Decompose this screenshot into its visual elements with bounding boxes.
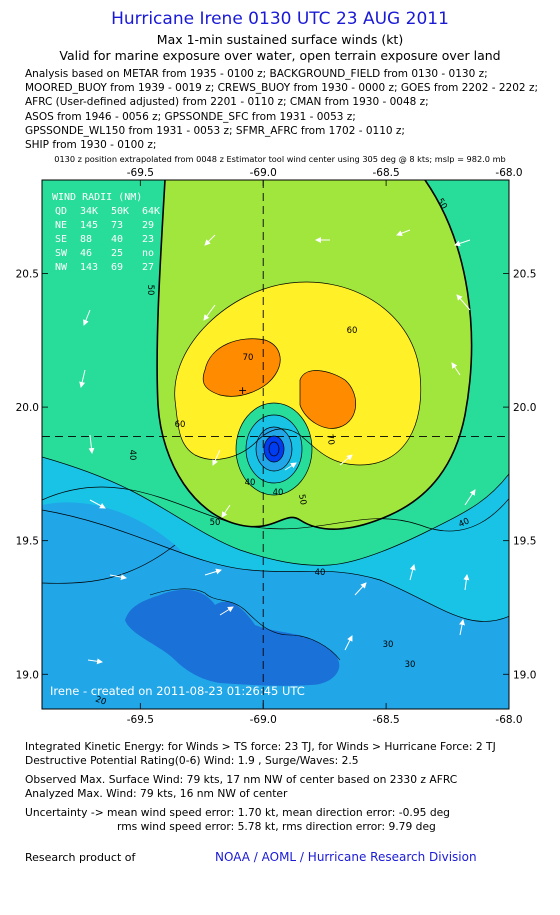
wind-radii-cell: 69	[111, 262, 123, 273]
lat-label-right: 20.5	[513, 269, 536, 281]
band-30kt-west	[42, 502, 185, 585]
contour-label: 20	[94, 695, 108, 708]
wind-radii-cell: 27	[142, 262, 154, 273]
analysis-line: AFRC (User-defined adjusted) from 2201 -…	[25, 96, 429, 109]
wind-radii-header-cell: 64K	[142, 206, 160, 217]
axis-ticks	[42, 180, 510, 709]
analysis-line: Analysis based on METAR from 1935 - 0100…	[25, 68, 488, 80]
core-80kt-west	[203, 338, 281, 397]
footer-line: Uncertainty -> mean wind speed error: 1.…	[25, 806, 450, 819]
lon-label-bottom: -68.0	[495, 714, 522, 725]
analysis-sources: Analysis based on METAR from 1935 - 0100…	[25, 67, 538, 152]
contour-label: 40	[457, 516, 471, 530]
contour-label: 50	[145, 285, 155, 296]
wind-radii-rows: QD 34K 50K 64K NE 145 73 29 SE 88 40 23 SW 46 25 no NW 14…	[55, 206, 160, 273]
contour-label: 70	[243, 353, 254, 363]
wind-radii-cell: NE	[55, 220, 67, 231]
max-wind-summary: Observed Max. Surface Wind: 79 kts, 17 n…	[25, 773, 457, 801]
wind-radii-cell: SW	[55, 248, 68, 259]
band-70kt	[174, 281, 421, 465]
footer-line: Destructive Potential Rating(0-6) Wind: …	[25, 754, 359, 767]
footer-line: Observed Max. Surface Wind: 79 kts, 17 n…	[25, 773, 458, 786]
created-label: Irene - created on 2011-08-23 01:26:45 U…	[50, 684, 305, 698]
lat-label-right: 19.5	[513, 536, 536, 548]
contour-label: 30	[383, 640, 394, 650]
contour-label: 40	[127, 450, 137, 461]
footer-line: Analyzed Max. Wind: 79 kts, 16 nm NW of …	[25, 787, 288, 800]
wind-radii-table: WIND RADII (NM) QD 34K 50K 64K NE 145 73 29 SE 88…	[52, 192, 160, 273]
analysis-line: MOORED_BUOY from 1939 - 0019 z; CREWS_BU…	[25, 82, 538, 95]
lon-label-top: -69.0	[250, 167, 277, 179]
lat-label-left: 20.5	[16, 269, 39, 281]
lat-label-left: 19.0	[16, 669, 39, 681]
wind-radii-cell: 145	[80, 220, 98, 231]
contour-label: 40	[273, 488, 284, 498]
eye	[264, 436, 284, 462]
wind-radii-cell: 73	[111, 220, 123, 231]
lon-label-top: -68.5	[373, 167, 400, 179]
lat-label-right: 20.0	[513, 402, 536, 414]
map-subtitle-exposure: Valid for marine exposure over water, op…	[59, 48, 501, 63]
contour-label: 30	[405, 660, 416, 670]
wind-radii-title: WIND RADII (NM)	[52, 192, 142, 203]
analysis-line: GPSSONDE_WL150 from 1931 - 0053 z; SFMR_…	[25, 124, 405, 137]
footer-line: Integrated Kinetic Energy: for Winds > T…	[25, 740, 496, 753]
wind-radii-cell: SE	[55, 234, 67, 245]
contour-label: 50	[296, 493, 308, 505]
wind-vectors	[79, 229, 476, 665]
contour-label: 40	[315, 568, 326, 578]
wind-radii-cell: 46	[80, 248, 92, 259]
plot-frame	[41, 179, 510, 710]
axis-labels: -69.5 -69.5 -69.0 -69.0 -68.5 -68.5 -68.0 -68.0…	[16, 167, 537, 725]
wind-radii-header-cell: QD	[55, 206, 67, 217]
wind-radii-cell: 88	[80, 234, 92, 245]
lon-label-bottom: -69.0	[250, 714, 277, 725]
position-note: 0130 z position extrapolated from 0048 z…	[54, 154, 506, 164]
ike-summary: Integrated Kinetic Energy: for Winds > T…	[25, 740, 496, 768]
lon-label-bottom: -69.5	[127, 714, 154, 725]
coastline	[149, 588, 341, 661]
lat-label-right: 19.0	[513, 669, 536, 681]
wind-radii-cell: 23	[142, 234, 154, 245]
contour-label: 70	[324, 433, 336, 445]
contour-label: 50	[210, 518, 221, 528]
wind-radii-cell: no	[142, 248, 154, 259]
contour-label: 60	[347, 326, 358, 336]
lat-label-left: 20.0	[16, 402, 39, 414]
wind-radii-cell: 143	[80, 262, 98, 273]
contour-label: 40	[245, 478, 256, 488]
map-subtitle: Max 1-min sustained surface winds (kt)	[156, 32, 404, 47]
map-title: Hurricane Irene 0130 UTC 23 AUG 2011	[111, 9, 449, 29]
max-wind-marker: +	[238, 384, 247, 397]
lat-label-left: 19.5	[16, 536, 39, 548]
contour-label: 50	[435, 197, 449, 211]
wind-radii-cell: 29	[142, 220, 154, 231]
lon-label-top: -69.5	[127, 167, 154, 179]
credit-text: Research product of	[25, 851, 136, 864]
core-80kt-east	[300, 370, 356, 429]
wind-field-map: + 30 30 40 40 40 40 40 50 50 50 50 60 60 70 70 20 WIND …	[16, 167, 537, 725]
analysis-line: SHIP from 1930 - 0100 z;	[25, 138, 157, 151]
contour-labels: 30 30 40 40 40 40 40 50 50 50 50 60 60 70 70 20	[94, 197, 471, 708]
contour-label: 60	[175, 420, 186, 430]
hispaniola-land	[125, 589, 340, 686]
lon-label-top: -68.0	[495, 167, 522, 179]
wind-radii-cell: NW	[55, 262, 68, 273]
uncertainty-summary: Uncertainty -> mean wind speed error: 1.…	[25, 806, 450, 834]
analysis-line: ASOS from 1946 - 0056 z; GPSSONDE_SFC fr…	[25, 110, 356, 123]
org-link[interactable]: NOAA / AOML / Hurricane Research Divisio…	[215, 850, 477, 864]
wind-radii-header-cell: 34K	[80, 206, 98, 217]
wind-radii-cell: 25	[111, 248, 123, 259]
lon-label-bottom: -68.5	[373, 714, 400, 725]
wind-radii-cell: 40	[111, 234, 123, 245]
footer-line: rms wind speed error: 5.78 kt, rms direc…	[117, 820, 436, 833]
wind-radii-header-cell: 50K	[111, 206, 129, 217]
